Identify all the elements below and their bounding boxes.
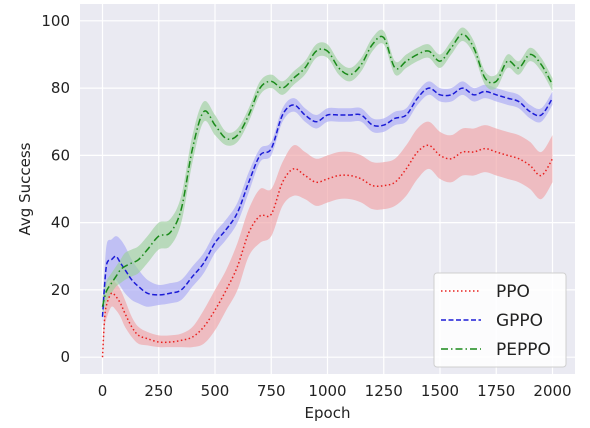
y-tick-label: 40 [51, 214, 70, 232]
x-tick-label: 750 [257, 382, 286, 400]
peppo-series-line [101, 33, 554, 307]
x-tick-label: 0 [98, 382, 108, 400]
y-tick-label: 80 [51, 79, 70, 97]
legend: PPO GPPO PEPPO [433, 272, 567, 368]
x-tick-label: 2000 [533, 382, 571, 400]
y-axis-label: Avg Success [16, 142, 34, 235]
x-tick-label: 1750 [477, 382, 515, 400]
y-tick-label: 100 [41, 12, 70, 30]
x-tick-label: 250 [144, 382, 173, 400]
peppo-confidence-band [102, 27, 553, 317]
x-tick-label: 1000 [308, 382, 346, 400]
y-tick-label: 0 [60, 348, 70, 366]
tick-layer: 0 250 500 750 1000 1250 1500 1750 2000 0 20 40 60 80 1… [41, 12, 571, 400]
ppo-confidence-band [102, 121, 553, 358]
y-tick-label: 60 [51, 146, 70, 164]
legend-label-peppo: PEPPO [496, 340, 551, 360]
gppo-series-line [101, 87, 554, 317]
x-tick-label: 500 [201, 382, 230, 400]
band-layer [102, 27, 553, 358]
line-layer [101, 33, 554, 358]
x-tick-label: 1500 [421, 382, 459, 400]
gppo-confidence-band [102, 81, 553, 327]
legend-items: PPO GPPO PEPPO [441, 282, 551, 360]
legend-box [433, 272, 567, 368]
x-axis-label: Epoch [305, 404, 351, 422]
legend-label-gppo: GPPO [496, 311, 543, 331]
y-tick-label: 20 [51, 281, 70, 299]
legend-label-ppo: PPO [496, 282, 530, 302]
x-tick-label: 1250 [365, 382, 403, 400]
